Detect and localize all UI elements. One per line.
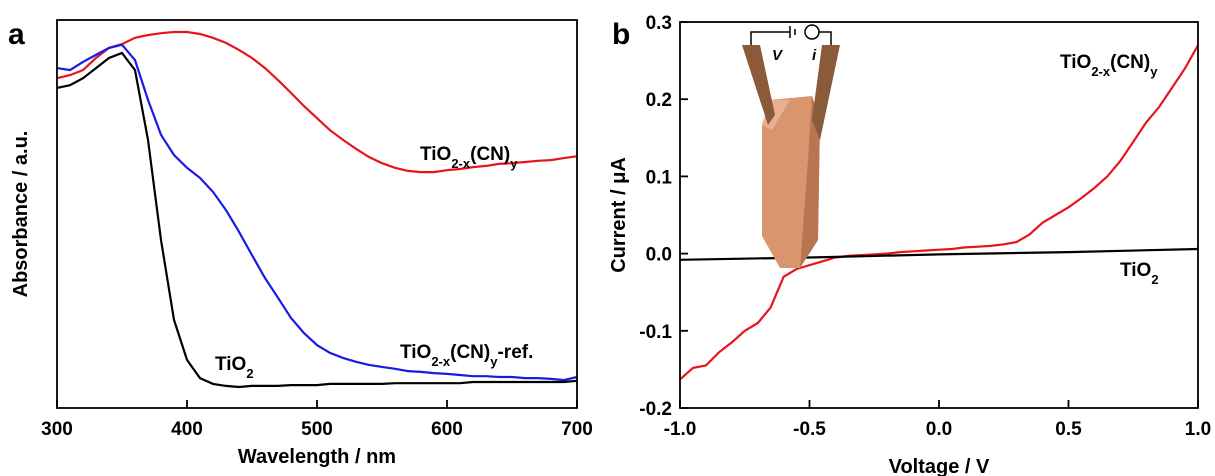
x-tick-label: -0.5 [793, 419, 826, 440]
x-tick-label: 600 [431, 419, 463, 440]
series-label-part: 2-x [1091, 64, 1111, 79]
series-label-part: y [1150, 64, 1158, 79]
series-label: TiO2 [215, 354, 254, 381]
y-tick-label: 0.1 [646, 167, 673, 188]
series-label: TiO2-x(CN)y [1060, 52, 1158, 79]
series-label-part: y [490, 354, 498, 369]
x-axis-title: Wavelength / nm [238, 446, 396, 468]
panel-letter: a [8, 18, 25, 51]
y-tick-label: 0.2 [646, 90, 672, 111]
y-tick-label: 0.3 [646, 13, 672, 34]
inset-illustration: V i [742, 24, 840, 268]
x-tick-label: 400 [171, 419, 203, 440]
inset-label: i [812, 47, 817, 64]
series-label-part: TiO [1120, 260, 1151, 281]
series-label-part: 2 [1151, 272, 1158, 287]
panel-letter: b [612, 18, 630, 51]
series-label-part: TiO [420, 144, 451, 165]
y-tick-label: -0.1 [639, 322, 672, 343]
series-label-part: (CN) [450, 342, 490, 363]
data-line [56, 30, 578, 174]
series-label-part: (CN) [1110, 52, 1150, 73]
series-label-part: (CN) [470, 144, 510, 165]
series-label: TiO2-x(CN)y [420, 144, 518, 171]
series-label-part: TiO [400, 342, 431, 363]
data-line [679, 247, 1199, 261]
x-tick-label: -1.0 [664, 419, 697, 440]
x-tick-label: 0.5 [1055, 419, 1082, 440]
series-label-part: 2-x [431, 354, 451, 369]
x-tick-label: 1.0 [1185, 419, 1211, 440]
series-label-part: TiO [1060, 52, 1091, 73]
y-tick-label: 0.0 [646, 245, 672, 266]
series-label-part: 2-x [451, 156, 471, 171]
series-label: TiO2-x(CN)y-ref. [400, 342, 533, 369]
series-label-part: -ref. [497, 342, 533, 363]
series-label-part: TiO [215, 354, 246, 375]
y-axis-title: Current / μA [608, 157, 630, 273]
x-tick-label: 500 [301, 419, 333, 440]
x-tick-label: 0.0 [926, 419, 952, 440]
inset-label: V [772, 47, 784, 64]
series-label-part: y [510, 156, 518, 171]
data-line [56, 51, 578, 389]
y-tick-label: -0.2 [639, 399, 672, 420]
series-label: TiO2 [1120, 260, 1159, 287]
data-line [679, 44, 1199, 381]
y-axis-title: Absorbance / a.u. [10, 131, 32, 298]
x-tick-label: 700 [561, 419, 593, 440]
data-line [56, 43, 578, 382]
series-label-part: 2 [246, 366, 253, 381]
x-tick-label: 300 [41, 419, 73, 440]
x-axis-title: Voltage / V [889, 456, 990, 476]
